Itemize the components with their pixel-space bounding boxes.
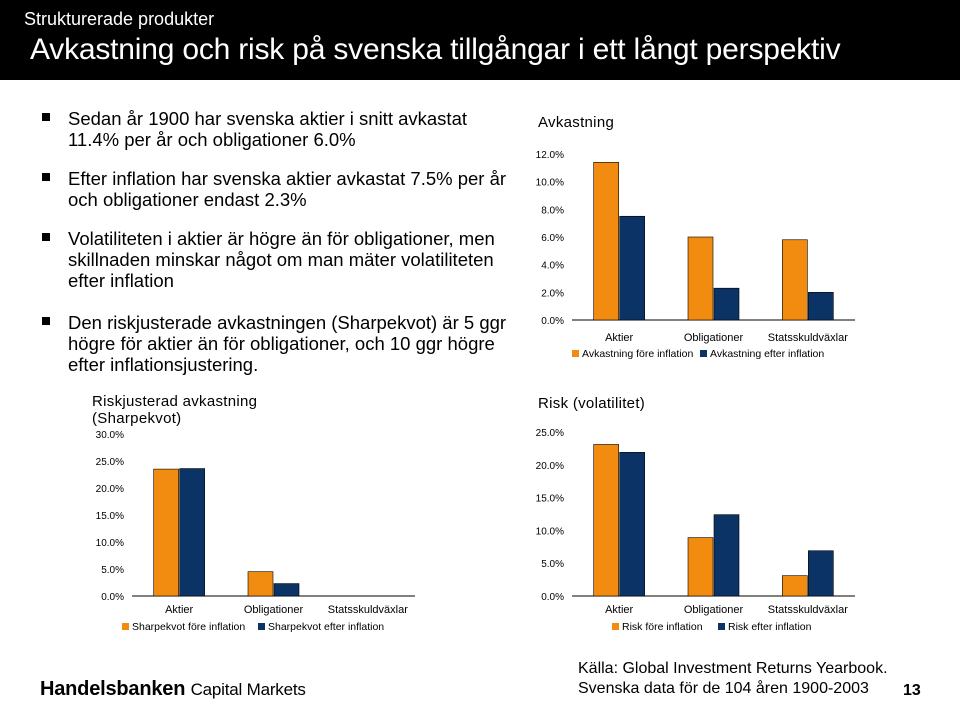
bar-fore-0 <box>593 161 619 321</box>
y-tick-label: 10.0% <box>536 178 564 189</box>
category-label: Aktier <box>605 332 633 344</box>
chart-title-risk: Risk (volatilitet) <box>538 395 646 412</box>
legend-swatch <box>122 623 129 630</box>
chart-risk: 0.0% 5.0% 10.0% 15.0% 20.0% 25.0% Aktier Obliga… <box>500 422 880 642</box>
chart-avkastning: 0.0% 2.0% 4.0% 6.0% 8.0% 10.0% 12.0% Aktier Obli… <box>500 140 880 375</box>
bar-fore-0 <box>153 468 179 597</box>
logo-bold-text: Handelsbanken <box>40 678 186 700</box>
source-line-1: Källa: Global Investment Returns Yearboo… <box>578 660 888 677</box>
source-line-2: Svenska data för de 104 åren 1900-2003 <box>578 680 869 697</box>
legend-swatch <box>700 350 707 357</box>
bullet-item: Den riskjusterade avkastningen (Sharpekv… <box>40 312 510 375</box>
slide-subtitle: Strukturerade produkter <box>24 9 215 29</box>
legend-label: Risk före inflation <box>622 621 703 633</box>
bullet-list: Sedan år 1900 har svenska aktier i snitt… <box>40 108 510 393</box>
category-label: Statsskuldväxlar <box>328 604 408 616</box>
chart-risk-svg: 0.0% 5.0% 10.0% 15.0% 20.0% 25.0% Aktier Obliga… <box>536 428 855 633</box>
handelsbanken-logo: Handelsbanken Capital Markets <box>40 678 306 701</box>
y-tick-label: 10.0% <box>536 526 564 537</box>
bar-fore-0 <box>593 444 619 597</box>
bar-efter-0 <box>179 468 205 597</box>
y-tick-label: 5.0% <box>101 565 124 576</box>
bar-efter-1 <box>713 287 740 321</box>
legend-label: Sharpekvot före inflation <box>132 621 245 633</box>
legend-swatch <box>572 350 579 357</box>
y-tick-label: 8.0% <box>541 205 564 216</box>
bar-fore-2 <box>782 239 808 321</box>
y-tick-label: 0.0% <box>101 592 124 603</box>
bar-efter-0 <box>619 452 645 597</box>
legend-label: Risk efter inflation <box>728 621 812 633</box>
chart-title-avkastning: Avkastning <box>538 114 615 131</box>
logo-rest-text: Capital Markets <box>190 680 306 699</box>
y-tick-label: 2.0% <box>541 288 564 299</box>
source-note: Källa: Global Investment Returns Yearboo… <box>578 659 888 699</box>
y-tick-label: 30.0% <box>96 430 124 441</box>
y-tick-label: 25.0% <box>96 457 124 468</box>
slide-title: Avkastning och risk på svenska tillgånga… <box>30 33 841 66</box>
bar-fore-1 <box>247 571 274 597</box>
chart-sharpekvot-svg: 0.0% 5.0% 10.0% 15.0% 20.0% 25.0% 30.0% Aktier O… <box>96 430 415 633</box>
legend-swatch <box>718 623 725 630</box>
y-tick-label: 12.0% <box>536 150 564 161</box>
y-tick-label: 25.0% <box>536 428 564 439</box>
legend-label: Avkastning efter inflation <box>710 348 824 360</box>
legend-swatch <box>612 623 619 630</box>
y-tick-label: 15.0% <box>536 494 564 505</box>
y-tick-label: 6.0% <box>541 233 564 244</box>
category-label: Aktier <box>165 604 193 616</box>
category-label: Statsskuldväxlar <box>768 332 848 344</box>
category-label: Statsskuldväxlar <box>768 604 848 616</box>
legend-swatch <box>258 623 265 630</box>
category-label: Aktier <box>605 604 633 616</box>
bullet-item: Efter inflation har svenska aktier avkas… <box>40 168 510 210</box>
bar-fore-1 <box>687 537 714 597</box>
y-tick-label: 20.0% <box>536 461 564 472</box>
bar-fore-1 <box>687 236 714 321</box>
category-label: Obligationer <box>244 604 304 616</box>
chart-avkastning-svg: 0.0% 2.0% 4.0% 6.0% 8.0% 10.0% 12.0% Aktier Obli… <box>536 150 855 360</box>
legend-label: Sharpekvot efter inflation <box>268 621 384 633</box>
y-tick-label: 0.0% <box>541 316 564 327</box>
slide-header: Strukturerade produkter Avkastning och r… <box>0 0 960 80</box>
bar-efter-1 <box>273 583 300 597</box>
bullet-item: Sedan år 1900 har svenska aktier i snitt… <box>40 108 510 150</box>
y-tick-label: 10.0% <box>96 538 124 549</box>
page-number: 13 <box>903 682 921 699</box>
bar-efter-1 <box>713 514 740 597</box>
chart-title-sharpekvot: Riskjusterad avkastning (Sharpekvot) <box>92 393 258 427</box>
category-label: Obligationer <box>684 332 744 344</box>
bar-fore-2 <box>782 575 808 597</box>
chart-sharpekvot: 0.0% 5.0% 10.0% 15.0% 20.0% 25.0% 30.0% Aktier O… <box>60 422 440 642</box>
bar-efter-2 <box>808 550 834 597</box>
y-tick-label: 4.0% <box>541 261 564 272</box>
bullet-item: Volatiliteten i aktier är högre än för o… <box>40 228 510 291</box>
bar-efter-2 <box>808 292 834 321</box>
y-tick-label: 15.0% <box>96 511 124 522</box>
category-label: Obligationer <box>684 604 744 616</box>
y-tick-label: 5.0% <box>541 559 564 570</box>
y-tick-label: 20.0% <box>96 484 124 495</box>
y-tick-label: 0.0% <box>541 592 564 603</box>
bar-efter-0 <box>619 215 645 321</box>
legend-label: Avkastning före inflation <box>582 348 693 360</box>
